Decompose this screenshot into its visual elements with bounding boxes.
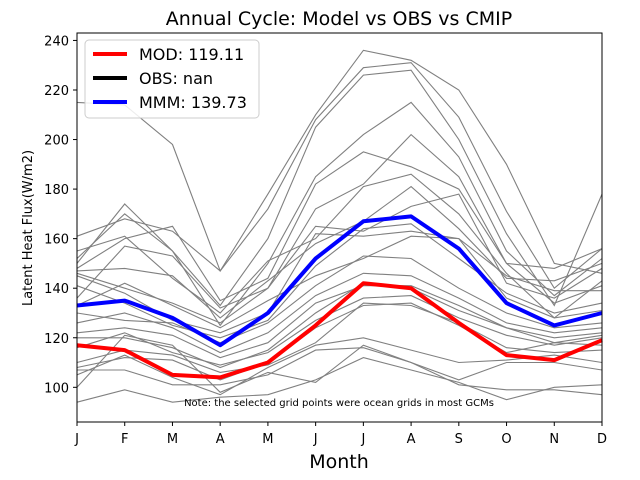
cmip-model-line: [76, 49, 603, 274]
cmip-model-line: [76, 173, 603, 319]
cmip-model-line: [76, 62, 603, 290]
cmip-model-line: [76, 334, 603, 396]
chart-title: Annual Cycle: Model vs OBS vs CMIP: [166, 8, 512, 30]
series-line-mmm: [76, 214, 603, 348]
legend: MOD: 119.11 OBS: nan MMM: 139.73: [84, 39, 260, 119]
legend-label-mod: MOD: 119.11: [139, 45, 244, 64]
x-tick-label: N: [549, 432, 559, 447]
cmip-model-line: [76, 337, 603, 396]
y-axis: 100 120 140 160 180 200 220 240: [44, 34, 77, 396]
y-tick-label: 240: [44, 34, 69, 49]
x-tick-label: J: [313, 432, 318, 447]
chart-note: Note: the selected grid points were ocea…: [184, 398, 494, 409]
legend-label-obs: OBS: nan: [139, 69, 213, 88]
x-tick-label: M: [262, 432, 273, 447]
y-tick-label: 120: [44, 332, 69, 347]
cmip-model-line: [76, 133, 603, 309]
x-tick-label: D: [597, 432, 607, 447]
x-tick-label: A: [216, 432, 225, 447]
plot-frame: [76, 32, 603, 423]
legend-label-mmm: MMM: 139.73: [139, 93, 247, 112]
cmip-model-line: [76, 285, 603, 359]
legend-box: [84, 39, 260, 119]
cmip-model-line: [76, 223, 603, 339]
x-tick-label: A: [407, 432, 416, 447]
cmip-model-line: [77, 282, 603, 369]
cmip-model-line: [76, 272, 603, 354]
y-tick-label: 160: [44, 233, 69, 248]
x-tick-label: O: [501, 432, 511, 447]
x-tick-label: J: [74, 432, 79, 447]
highlight-lines: [76, 214, 603, 380]
cmip-model-line: [76, 151, 603, 302]
x-tick-label: M: [167, 432, 178, 447]
cmip-model-line: [76, 235, 603, 329]
y-axis-label: Latent Heat Flux(W/m2): [21, 150, 36, 306]
y-tick-label: 180: [44, 183, 69, 198]
cmip-model-line: [77, 347, 603, 386]
x-tick-label: J: [360, 432, 365, 447]
y-tick-label: 140: [44, 282, 69, 297]
cmip-model-line: [76, 295, 603, 366]
cmip-model-line: [76, 193, 603, 324]
x-axis-label: Month: [309, 451, 369, 473]
y-tick-label: 220: [44, 84, 69, 99]
series-line-mod: [76, 281, 603, 380]
cmip-model-line: [76, 255, 603, 344]
cmip-model-line: [76, 302, 603, 373]
y-tick-label: 200: [44, 134, 69, 149]
x-tick-label: S: [455, 432, 463, 447]
cmip-model-line: [76, 69, 603, 307]
cmip-model-line: [76, 101, 603, 327]
x-tick-label: F: [121, 432, 128, 447]
cmip-model-line: [76, 302, 603, 381]
cmip-model-line: [76, 357, 603, 403]
y-tick-label: 100: [44, 381, 69, 396]
